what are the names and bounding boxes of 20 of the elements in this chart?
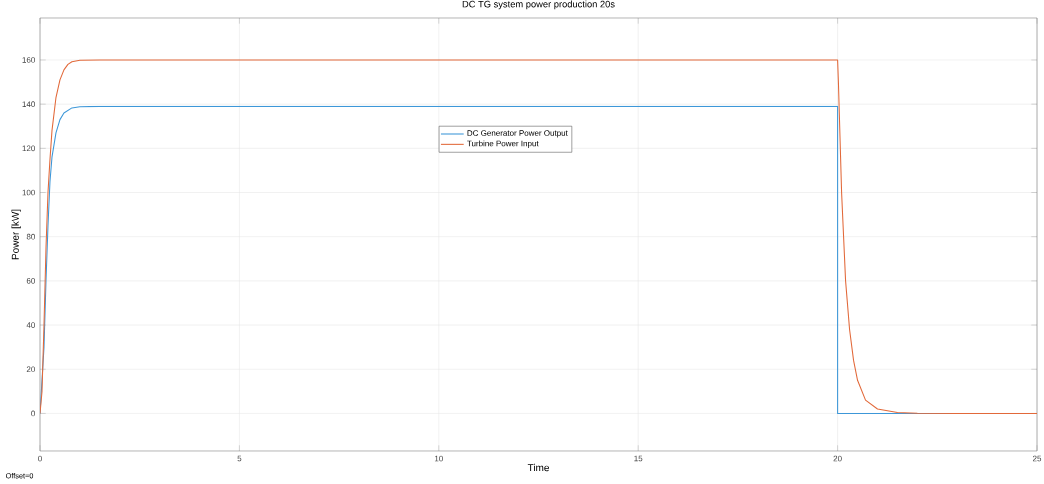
y-tick-label: 20 — [26, 366, 35, 373]
y-tick-label: 100 — [22, 189, 35, 196]
x-tick-label: 0 — [38, 455, 42, 462]
chart-title: DC TG system power production 20s — [462, 0, 615, 10]
x-tick-label: 10 — [434, 455, 443, 462]
x-tick-label: 15 — [634, 455, 643, 462]
legend-label: Turbine Power Input — [467, 140, 539, 148]
x-tick-label: 20 — [833, 455, 842, 462]
y-tick-label: 140 — [22, 101, 35, 107]
y-axis-title: Power [kW] — [11, 209, 21, 260]
y-tick-label: 0 — [31, 410, 35, 417]
y-tick-label: 40 — [26, 322, 35, 328]
x-tick-label: 25 — [1032, 455, 1042, 462]
legend-label: DC Generator Power Output — [467, 130, 568, 138]
y-tick-label: 80 — [26, 233, 35, 240]
y-tick-label: 120 — [22, 145, 35, 152]
y-tick-label: 60 — [26, 278, 35, 284]
x-tick-label: 5 — [237, 455, 242, 462]
x-axis-title: Time — [527, 463, 549, 472]
y-tick-label: 160 — [22, 57, 35, 63]
